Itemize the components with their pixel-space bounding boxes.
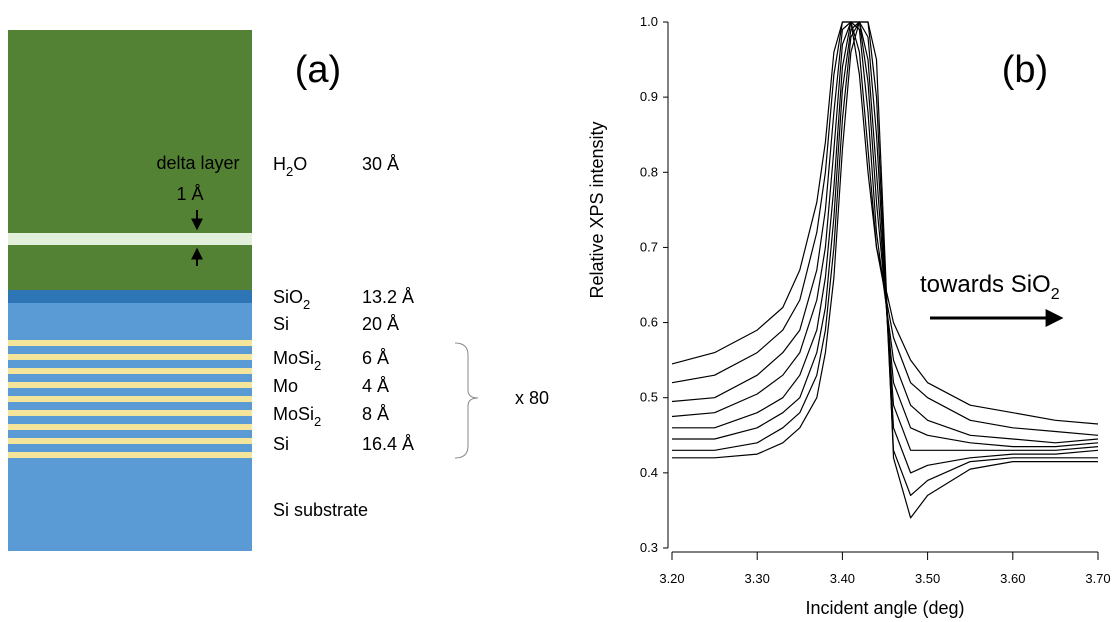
layer-name-base: Si [273, 434, 289, 454]
panel-b: (b) Incident angle (deg) Relative XPS in… [587, 14, 1111, 618]
layer-name-base: Si [273, 314, 289, 334]
layer-name-sub: 2 [314, 358, 321, 373]
layer-thickness: 20 Å [362, 314, 399, 334]
stripe [8, 452, 252, 458]
line-series [671, 21, 1099, 425]
delta-thickness: 1 Å [176, 184, 203, 204]
stripe [8, 368, 252, 374]
layer-name-base: Mo [273, 376, 298, 396]
stripe [8, 340, 252, 346]
layer-name-sub: 2 [303, 297, 310, 312]
stripe [8, 424, 252, 430]
layer-thickness: 6 Å [362, 348, 389, 368]
y-tick-label: 0.5 [640, 390, 658, 405]
stripe [8, 396, 252, 402]
y-tick-label: 0.7 [640, 239, 658, 254]
x-tick-label: 3.30 [745, 571, 770, 586]
y-tick-label: 0.4 [640, 465, 658, 480]
layer-thickness: 13.2 Å [362, 287, 414, 307]
y-tick-label: 0.3 [640, 540, 658, 555]
stripe [8, 438, 252, 444]
layer-name-tail: O [293, 154, 307, 174]
x-axis-label: Incident angle (deg) [805, 598, 964, 618]
panel-label: (b) [1002, 49, 1048, 91]
layer-name-base: MoSi [273, 348, 314, 368]
panel-a: delta layer 1 Å (a) x 80 Si substrate H2… [8, 30, 549, 551]
layer-name-sub: 2 [314, 414, 321, 429]
x-tick-label: 3.20 [659, 571, 684, 586]
line-series [672, 21, 1098, 496]
stripe [8, 410, 252, 416]
layer-name-base: H [273, 154, 286, 174]
line-series [672, 21, 1099, 451]
line-series [672, 21, 1099, 474]
layer-name-base: MoSi [273, 404, 314, 424]
substrate-label: Si substrate [273, 500, 368, 520]
y-tick-label: 0.9 [640, 89, 658, 104]
layer-thickness: 30 Å [362, 154, 399, 174]
layer-name: Mo [273, 376, 298, 396]
x-tick-label: 3.70 [1085, 571, 1110, 586]
layer-name: SiO2 [273, 287, 310, 312]
annotation-text: towards SiO [920, 271, 1051, 298]
layer-name: MoSi2 [273, 404, 321, 429]
layer-name: Si [273, 434, 289, 454]
repeat-label: x 80 [515, 388, 549, 408]
panel-label: (a) [295, 49, 341, 91]
layer-thickness: 4 Å [362, 376, 389, 396]
annotation: towards SiO2 [920, 271, 1060, 303]
layer-name: Si [273, 314, 289, 334]
multilayer [8, 340, 252, 458]
delta-layer [8, 233, 252, 245]
x-tick-label: 3.40 [830, 571, 855, 586]
layer-thickness: 8 Å [362, 404, 389, 424]
layer-name: H2O [273, 154, 307, 179]
stripe [8, 382, 252, 388]
x-tick-label: 3.50 [915, 571, 940, 586]
layer-name: MoSi2 [273, 348, 321, 373]
y-axis-label: Relative XPS intensity [587, 121, 607, 298]
y-tick-label: 0.6 [640, 315, 658, 330]
layer-thickness: 16.4 Å [362, 434, 414, 454]
x-tick-label: 3.60 [1000, 571, 1025, 586]
y-tick-label: 1.0 [640, 14, 658, 29]
y-tick-label: 0.8 [640, 164, 658, 179]
layer-name-sub: 2 [286, 164, 293, 179]
delta-label: delta layer [156, 153, 239, 173]
stripe [8, 354, 252, 360]
sio2-layer [8, 290, 252, 303]
water-layer [8, 30, 252, 290]
brace [454, 342, 479, 459]
layer-name-base: SiO [273, 287, 303, 307]
line-series [672, 21, 1098, 519]
annotation-sub: 2 [1051, 286, 1060, 303]
